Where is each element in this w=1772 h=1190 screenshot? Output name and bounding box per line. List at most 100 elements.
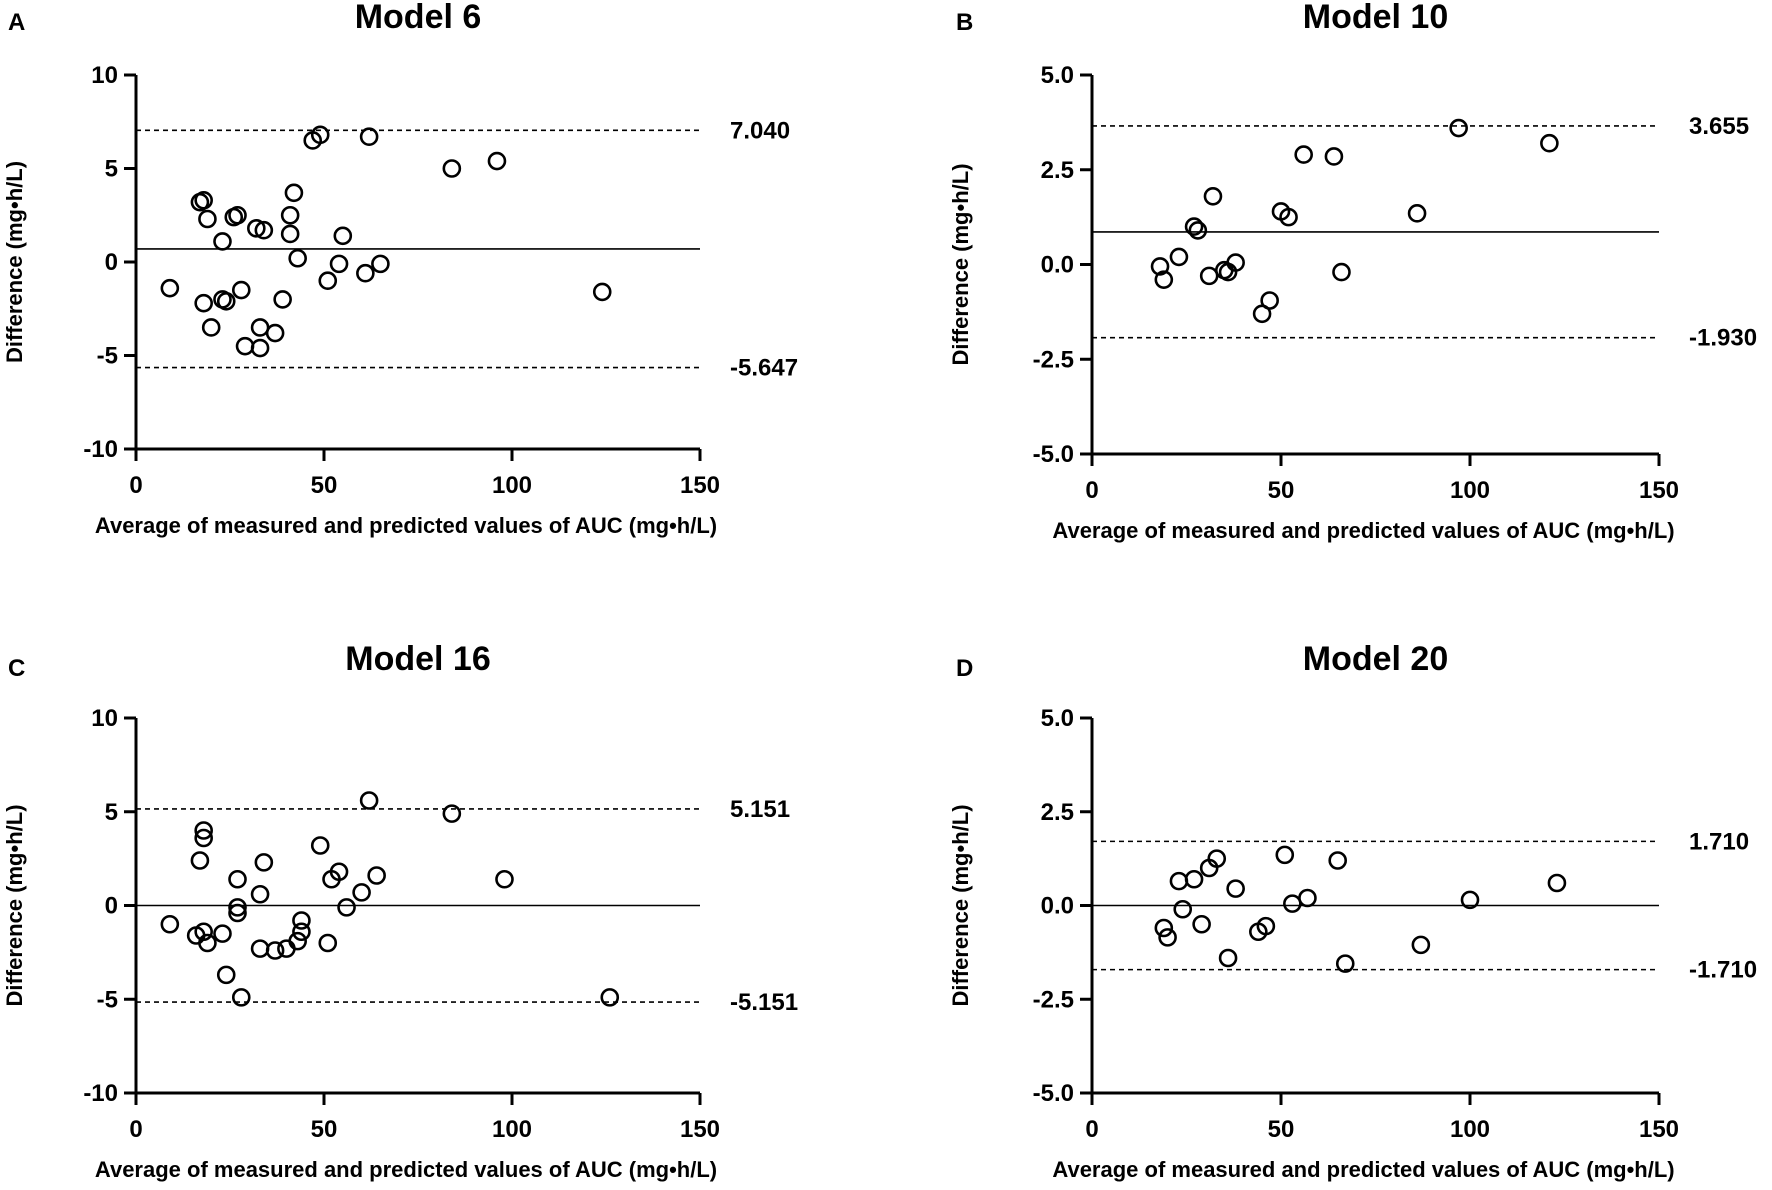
data-point bbox=[1260, 291, 1279, 310]
data-point bbox=[280, 224, 300, 244]
x-tick-label: 150 bbox=[680, 472, 720, 499]
data-point bbox=[250, 884, 270, 904]
panel-title: Model 20 bbox=[1303, 640, 1448, 678]
data-point bbox=[352, 883, 371, 902]
x-tick-label: 100 bbox=[1450, 1116, 1490, 1143]
data-point bbox=[442, 804, 462, 823]
data-point bbox=[228, 869, 247, 889]
data-point bbox=[160, 914, 180, 934]
data-point bbox=[1324, 147, 1344, 166]
panel-letter: D bbox=[956, 655, 973, 682]
data-point bbox=[329, 254, 349, 274]
y-tick-label: 5.0 bbox=[1041, 62, 1074, 89]
upper-loa-label: 3.655 bbox=[1689, 113, 1749, 140]
x-tick-label: 100 bbox=[1450, 477, 1490, 504]
data-point bbox=[265, 323, 285, 343]
data-point bbox=[213, 232, 232, 251]
data-point bbox=[495, 869, 514, 889]
y-tick-label: 0.0 bbox=[1041, 252, 1074, 279]
y-tick-label: 2.5 bbox=[1041, 157, 1074, 184]
y-tick-label: -10 bbox=[83, 436, 118, 463]
data-point bbox=[231, 988, 251, 1007]
data-point bbox=[592, 282, 612, 302]
data-point bbox=[216, 291, 236, 311]
x-axis-title: Average of measured and predicted values… bbox=[95, 1157, 717, 1182]
y-tick-label: 10 bbox=[91, 62, 118, 89]
y-axis-title: Difference (mg•h/L) bbox=[2, 161, 27, 363]
data-point bbox=[487, 151, 507, 171]
data-point bbox=[1226, 879, 1245, 898]
data-point bbox=[337, 898, 356, 917]
data-point bbox=[292, 911, 311, 930]
y-tick-label: -10 bbox=[83, 1080, 118, 1107]
data-point bbox=[356, 263, 375, 283]
data-point bbox=[190, 851, 210, 870]
upper-loa-label: 7.040 bbox=[730, 117, 790, 144]
data-point bbox=[1203, 186, 1223, 206]
data-point bbox=[1169, 871, 1189, 891]
x-tick-label: 150 bbox=[680, 1116, 720, 1143]
data-point bbox=[228, 903, 247, 923]
data-point bbox=[442, 159, 462, 178]
data-point bbox=[1207, 849, 1227, 868]
panel-b: B Model 10 5.0 2.5 0.0 -2.5 -5.0 0 50 100 150 Avera… bbox=[948, 0, 1757, 543]
x-tick-label: 50 bbox=[1268, 477, 1295, 504]
data-point bbox=[318, 933, 338, 953]
data-point bbox=[1335, 954, 1355, 973]
data-point bbox=[1184, 217, 1204, 236]
data-point bbox=[367, 866, 386, 885]
data-point bbox=[1154, 270, 1174, 289]
y-axis-title: Difference (mg•h/L) bbox=[2, 804, 27, 1006]
y-tick-label: 10 bbox=[91, 705, 118, 732]
data-point bbox=[310, 836, 330, 855]
lower-loa-label: -1.710 bbox=[1689, 957, 1757, 984]
data-point bbox=[288, 248, 307, 268]
upper-loa-label: 1.710 bbox=[1689, 828, 1749, 855]
y-tick-label: -5 bbox=[97, 343, 118, 370]
data-point bbox=[160, 278, 180, 298]
y-tick-label: -2.5 bbox=[1033, 986, 1074, 1013]
data-point bbox=[277, 939, 296, 958]
data-point bbox=[1218, 948, 1238, 968]
data-point bbox=[292, 922, 311, 942]
data-point bbox=[198, 933, 217, 953]
data-point bbox=[1173, 899, 1193, 919]
x-tick-label: 0 bbox=[1085, 477, 1098, 504]
data-point bbox=[194, 293, 213, 313]
data-point bbox=[318, 271, 338, 291]
y-tick-label: 0 bbox=[105, 893, 118, 920]
data-point bbox=[1188, 221, 1208, 240]
data-point bbox=[1154, 918, 1174, 938]
panel-title: Model 10 bbox=[1303, 0, 1448, 36]
data-point bbox=[235, 336, 255, 356]
data-point bbox=[1332, 262, 1351, 282]
y-tick-label: -5 bbox=[97, 986, 118, 1013]
data-point bbox=[198, 209, 217, 229]
x-tick-label: 50 bbox=[1268, 1116, 1295, 1143]
data-point bbox=[371, 254, 390, 274]
x-axis-title: Average of measured and predicted values… bbox=[1052, 1157, 1674, 1182]
lower-loa-label: -1.930 bbox=[1689, 325, 1757, 352]
panel-title: Model 16 bbox=[345, 640, 490, 678]
x-tick-label: 50 bbox=[311, 472, 338, 499]
data-point bbox=[1283, 894, 1302, 913]
panel-title: Model 6 bbox=[355, 0, 482, 36]
data-point bbox=[1169, 247, 1189, 267]
data-point bbox=[359, 127, 379, 147]
x-tick-label: 0 bbox=[129, 472, 142, 499]
y-tick-label: 0.0 bbox=[1041, 893, 1074, 920]
data-point bbox=[250, 338, 270, 358]
data-point bbox=[194, 828, 213, 848]
data-point bbox=[1328, 851, 1347, 870]
x-tick-label: 150 bbox=[1639, 477, 1679, 504]
data-point bbox=[1407, 204, 1427, 223]
data-point bbox=[247, 219, 266, 238]
y-axis-title: Difference (mg•h/L) bbox=[948, 163, 973, 365]
data-point bbox=[254, 220, 274, 240]
data-point bbox=[1298, 888, 1317, 908]
x-axis-title: Average of measured and predicted values… bbox=[95, 513, 717, 538]
x-tick-label: 0 bbox=[1085, 1116, 1098, 1143]
data-point bbox=[1158, 928, 1177, 947]
